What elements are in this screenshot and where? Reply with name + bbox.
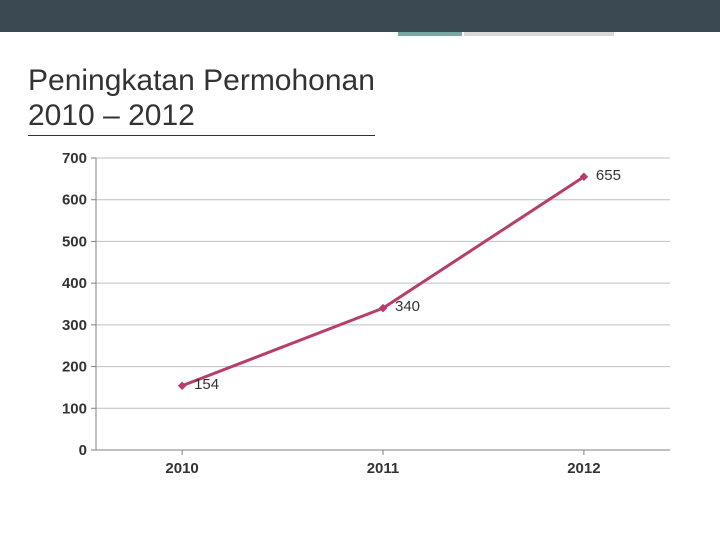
line-chart: 0 100 200 300 400 500 600 700 2010 2011 2012 154 340… <box>40 150 680 490</box>
y-tick-label: 500 <box>62 233 87 250</box>
x-tick-label: 2011 <box>367 460 400 477</box>
accent-bar-2 <box>616 32 720 36</box>
accent-bar-1 <box>464 32 614 36</box>
x-tick-label: 2010 <box>165 460 198 477</box>
data-label: 340 <box>395 298 420 315</box>
y-tick-label: 700 <box>62 150 87 167</box>
accent-bar-0 <box>398 32 462 36</box>
y-tick-label: 300 <box>62 317 87 334</box>
data-label: 655 <box>596 167 621 184</box>
y-tick-label: 600 <box>62 192 87 209</box>
x-tick-label: 2012 <box>567 460 600 477</box>
y-tick-label: 0 <box>79 442 87 459</box>
y-tick-label: 100 <box>62 400 87 417</box>
y-tick-label: 200 <box>62 359 87 376</box>
data-label: 154 <box>194 376 219 393</box>
y-tick-label: 400 <box>62 275 87 292</box>
slide-title: Peningkatan Permohonan2010 – 2012 <box>28 64 375 136</box>
line-chart-svg: 0 100 200 300 400 500 600 700 2010 2011 2012 154 340… <box>40 150 680 490</box>
series-line <box>182 177 584 386</box>
slide-top-band <box>0 0 720 32</box>
slide: Peningkatan Permohonan2010 – 2012 0 100 20… <box>0 0 720 540</box>
